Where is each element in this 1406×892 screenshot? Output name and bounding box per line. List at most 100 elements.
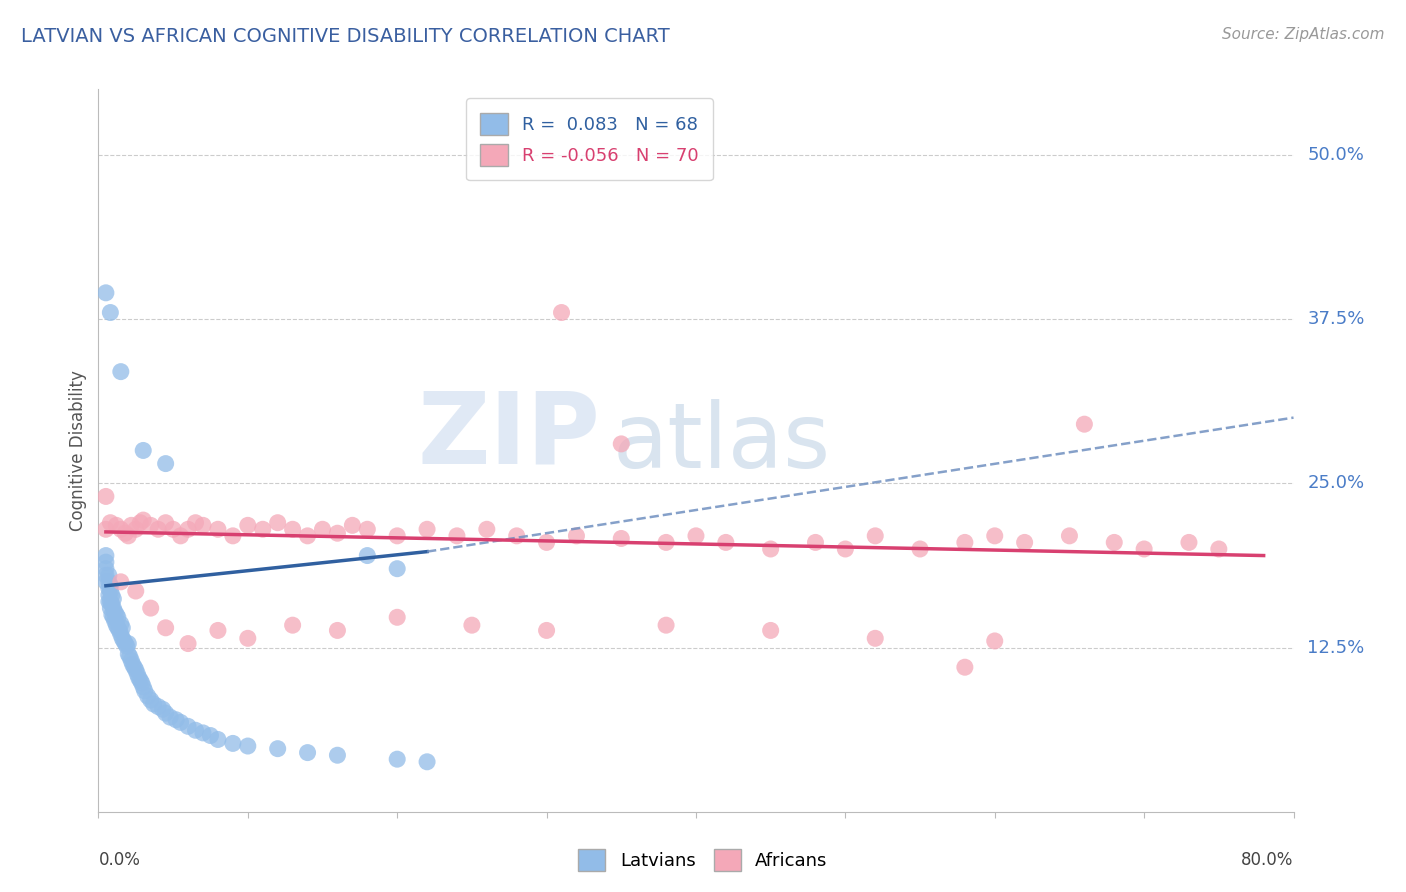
Point (1059, 529, 1081, 543)
Point (105, 618, 128, 632)
Point (129, 673, 152, 688)
Point (162, 522, 184, 536)
Point (177, 522, 200, 536)
Point (207, 522, 229, 536)
Point (111, 632, 134, 646)
Point (132, 680, 155, 694)
Point (550, 305, 572, 319)
Point (97, 568, 120, 582)
Point (139, 601, 162, 615)
Point (94, 549, 117, 563)
Point (169, 715, 191, 730)
Point (184, 723, 207, 738)
Point (155, 706, 177, 721)
Point (267, 741, 290, 756)
Point (124, 660, 146, 674)
Point (110, 627, 132, 641)
Point (385, 610, 409, 624)
Point (342, 518, 364, 533)
Point (94, 574, 117, 589)
Point (281, 522, 304, 536)
Point (953, 535, 976, 549)
Point (125, 663, 148, 677)
Point (207, 732, 229, 747)
Point (506, 529, 529, 543)
Point (131, 676, 153, 690)
Point (177, 636, 200, 650)
Point (101, 607, 124, 622)
Point (155, 457, 177, 471)
Point (610, 437, 633, 451)
Text: 50.0%: 50.0% (1308, 146, 1364, 164)
Point (110, 365, 132, 379)
Point (148, 522, 170, 536)
Point (416, 755, 439, 769)
Point (97, 582, 120, 596)
Point (475, 522, 498, 536)
Point (127, 666, 149, 681)
Point (834, 541, 856, 556)
Point (759, 624, 782, 638)
Point (107, 610, 129, 624)
Point (97, 574, 120, 589)
Point (461, 618, 484, 632)
Point (207, 624, 229, 638)
Point (110, 522, 132, 536)
Point (103, 610, 125, 624)
Text: LATVIAN VS AFRICAN COGNITIVE DISABILITY CORRELATION CHART: LATVIAN VS AFRICAN COGNITIVE DISABILITY … (21, 27, 669, 45)
Point (446, 529, 468, 543)
Point (908, 541, 931, 556)
Point (152, 702, 174, 716)
Text: 12.5%: 12.5% (1308, 639, 1365, 657)
Point (120, 654, 142, 668)
Point (98, 516, 122, 530)
Point (139, 518, 162, 533)
Point (97, 588, 120, 602)
Point (1178, 535, 1201, 549)
Point (655, 535, 678, 549)
Point (98, 579, 122, 593)
Text: 37.5%: 37.5% (1308, 310, 1365, 328)
Point (120, 518, 142, 533)
Point (114, 636, 136, 650)
Point (94, 568, 117, 582)
Point (125, 584, 148, 599)
Point (222, 529, 245, 543)
Point (104, 605, 127, 619)
Point (356, 549, 378, 563)
Text: 0.0%: 0.0% (98, 852, 141, 870)
Point (125, 522, 148, 536)
Point (103, 601, 125, 615)
Point (297, 746, 319, 760)
Point (111, 621, 134, 635)
Point (1208, 541, 1230, 556)
Point (311, 522, 333, 536)
Point (953, 660, 976, 674)
Point (385, 562, 409, 576)
Point (117, 636, 139, 650)
Point (117, 647, 139, 661)
Point (865, 632, 887, 646)
Point (94, 562, 117, 576)
Point (356, 522, 378, 536)
Point (184, 516, 207, 530)
Point (191, 726, 214, 740)
Point (101, 597, 124, 611)
Point (94, 522, 117, 536)
Point (326, 624, 349, 638)
Point (536, 535, 558, 549)
Point (104, 614, 127, 628)
Point (169, 529, 191, 543)
Text: atlas: atlas (613, 400, 831, 487)
Point (129, 516, 152, 530)
Point (121, 657, 143, 672)
Point (984, 529, 1007, 543)
Point (385, 529, 409, 543)
Point (155, 516, 177, 530)
Point (117, 529, 139, 543)
Point (94, 490, 117, 504)
Point (107, 621, 129, 635)
Point (297, 529, 319, 543)
Point (98, 305, 122, 319)
Point (105, 518, 128, 533)
